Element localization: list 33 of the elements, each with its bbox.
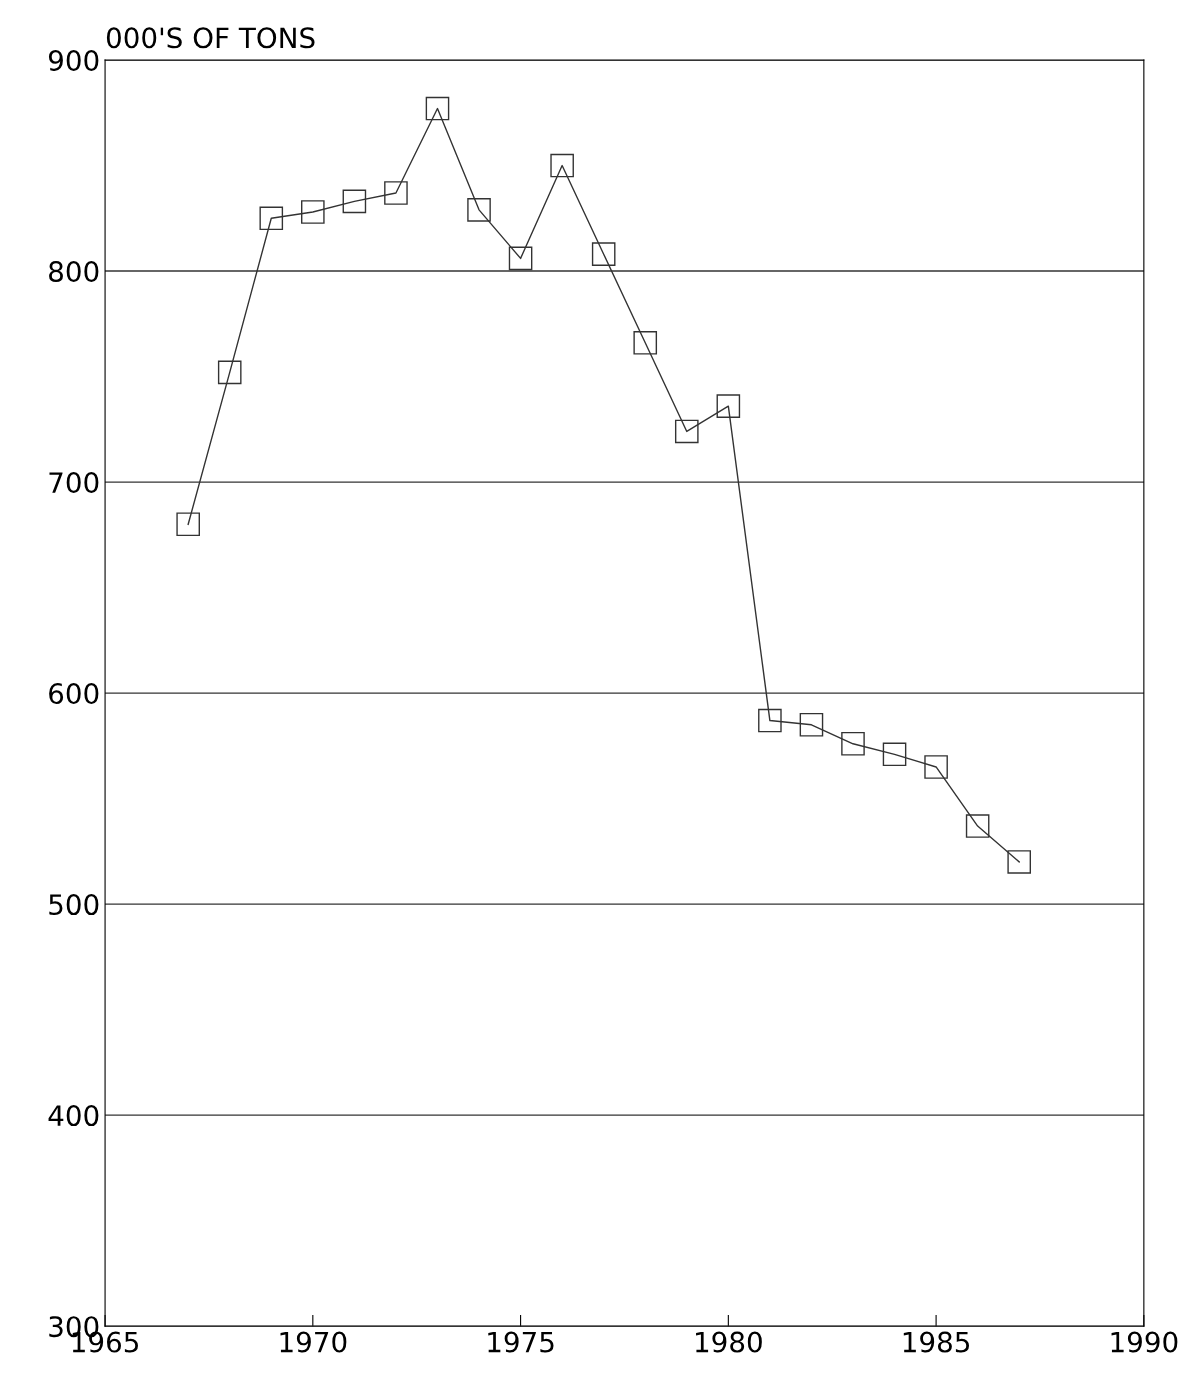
- point: [882, 742, 907, 767]
- point: [301, 200, 325, 224]
- point: [674, 419, 699, 444]
- point: [633, 331, 658, 355]
- x-tick-label: 1970: [280, 1331, 347, 1353]
- point: [425, 96, 450, 121]
- y-axis-title: 000'S OF TONS: [106, 27, 315, 49]
- point: [342, 189, 367, 214]
- x-tick-label: 1985: [903, 1331, 970, 1353]
- point: [550, 153, 574, 178]
- point: [176, 512, 200, 537]
- point: [841, 731, 865, 756]
- y-tick-label: 600: [49, 683, 99, 705]
- x-tick-label: 1980: [696, 1331, 762, 1353]
- point: [758, 708, 782, 733]
- point: [1007, 850, 1032, 874]
- x-tick-label: 1975: [488, 1331, 554, 1353]
- point: [259, 206, 284, 231]
- point: [591, 242, 616, 266]
- point: [799, 712, 824, 737]
- y-tick-label: 500: [49, 894, 99, 916]
- point: [217, 360, 242, 385]
- y-tick-label: 800: [49, 260, 99, 283]
- x-tick-label: 1990: [1111, 1331, 1178, 1353]
- y-tick-label: 900: [48, 49, 99, 71]
- point: [924, 755, 948, 779]
- y-tick-label: 700: [49, 472, 99, 494]
- y-tick-label: 400: [48, 1105, 99, 1127]
- point: [467, 198, 491, 222]
- point: [965, 814, 990, 838]
- point: [716, 394, 741, 418]
- point: [508, 246, 533, 271]
- point: [384, 181, 408, 205]
